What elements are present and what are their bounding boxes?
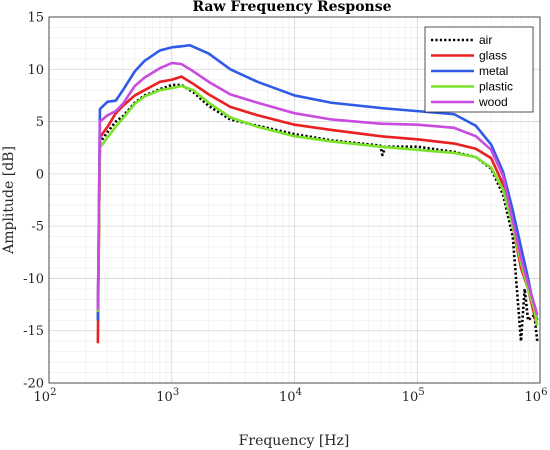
x-tick-label: 102 [34, 387, 57, 405]
y-tick-label: 0 [36, 167, 44, 182]
y-tick-label: -5 [31, 220, 44, 235]
x-tick-label: 105 [402, 387, 425, 405]
y-tick-label: 10 [27, 63, 44, 78]
x-tick-label: 104 [279, 387, 302, 405]
x-tick-labels: 102 103 104 105 106 [34, 387, 548, 405]
series-line-metal [96, 43, 539, 321]
series-layer [96, 43, 539, 344]
chart-title: Raw Frequency Response [192, 0, 391, 15]
y-tick-label: -10 [23, 272, 44, 287]
legend-label-air: air [479, 33, 492, 47]
series-line-wood [96, 61, 539, 316]
x-tick-label: 106 [525, 387, 548, 405]
x-tick-label: 103 [156, 387, 179, 405]
legend-label-plastic: plastic [479, 80, 513, 94]
y-tick-label: -20 [23, 377, 44, 392]
legend-label-metal: metal [479, 64, 508, 78]
y-tick-label: 5 [36, 115, 44, 130]
y-axis-label: Amplitude [dB] [1, 146, 17, 255]
legend-label-wood: wood [478, 95, 508, 109]
series-line-plastic [96, 84, 539, 326]
minor-grid [49, 17, 540, 383]
plot-frame [48, 16, 541, 384]
y-tick-labels: -20 -15 -10 -5 0 5 10 15 [23, 11, 44, 392]
y-tick-label: -15 [23, 324, 44, 339]
legend-label-glass: glass [479, 49, 507, 63]
legend-box [424, 26, 534, 113]
series-line-air [96, 83, 539, 343]
y-tick-label: 15 [27, 11, 44, 26]
x-axis-label: Frequency [Hz] [239, 433, 350, 449]
